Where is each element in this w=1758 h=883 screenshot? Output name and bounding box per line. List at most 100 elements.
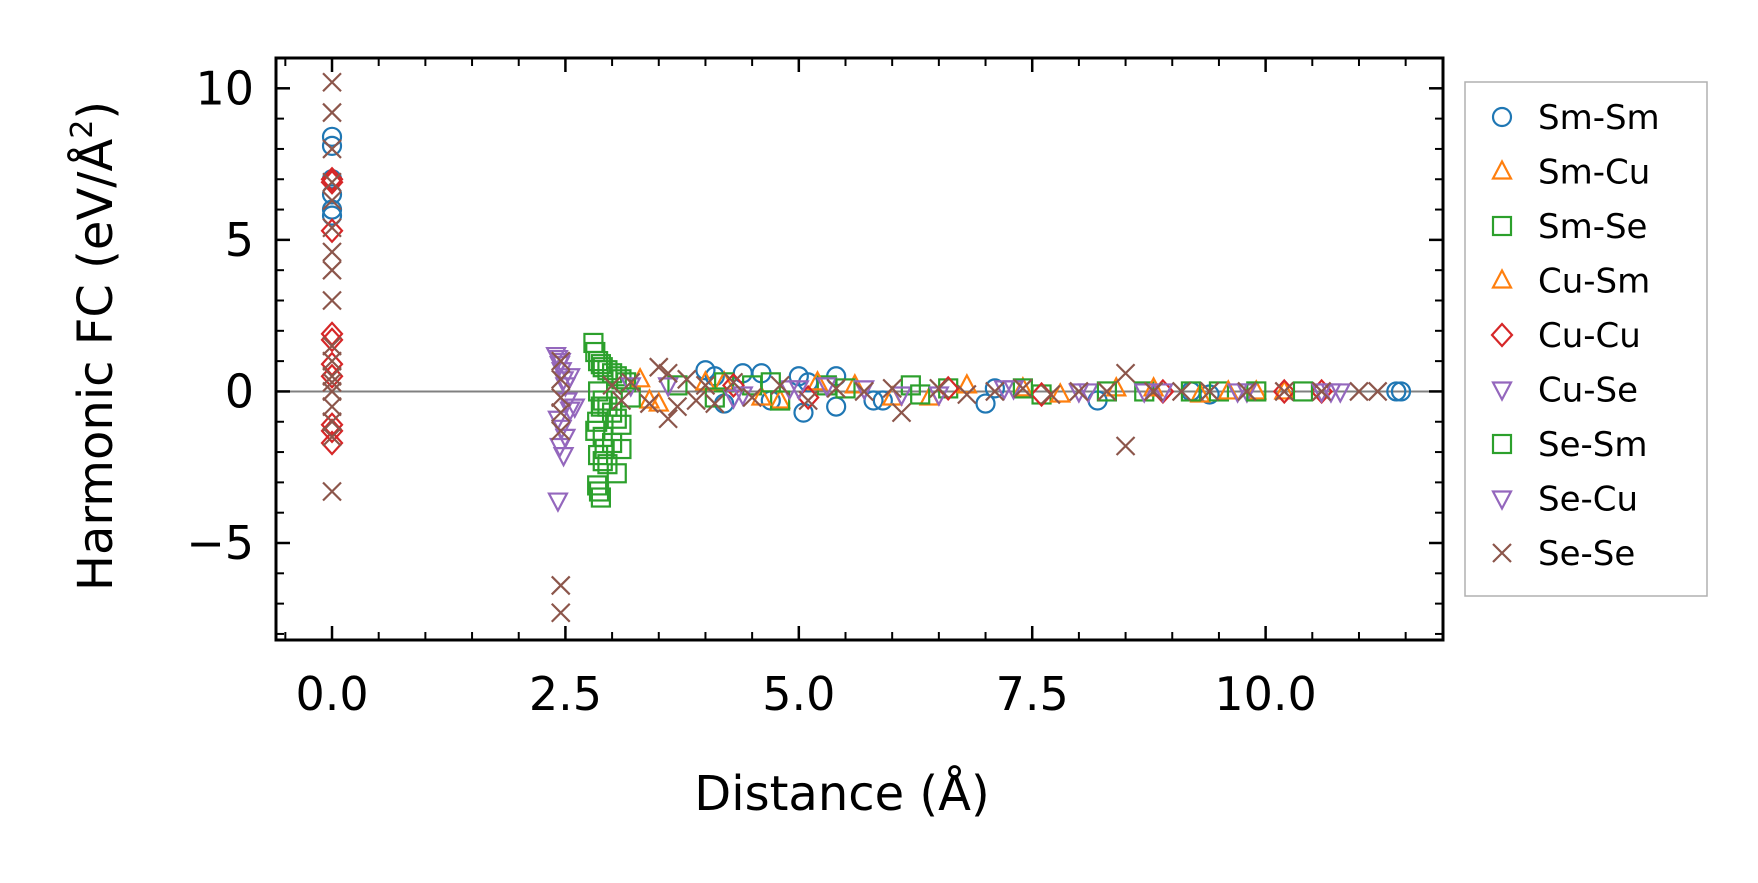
data-point bbox=[322, 381, 342, 402]
legend-label: Cu-Se bbox=[1538, 371, 1638, 411]
data-point bbox=[929, 378, 949, 399]
data-point bbox=[1199, 381, 1220, 402]
legend-marker bbox=[1491, 490, 1513, 511]
data-point bbox=[1133, 383, 1156, 404]
data-point bbox=[320, 169, 344, 195]
data-point bbox=[1115, 363, 1136, 384]
data-point bbox=[1013, 378, 1033, 399]
legend: Sm-Sm Sm-Cu Sm-Se Cu-Sm Cu-Cu Cu-Se Se-Sm Se-Cu… bbox=[1464, 81, 1708, 597]
x-tick-label: 5.0 bbox=[762, 667, 835, 721]
data-point bbox=[592, 451, 613, 472]
data-point bbox=[658, 363, 678, 384]
y-axis-title-main: Harmonic FC (eV/Å bbox=[67, 139, 124, 592]
data-point bbox=[910, 384, 931, 405]
data-point bbox=[787, 380, 810, 401]
legend-marker bbox=[1490, 322, 1514, 348]
data-point bbox=[563, 398, 586, 419]
data-point bbox=[956, 373, 978, 394]
data-point bbox=[1329, 383, 1352, 404]
data-point bbox=[686, 390, 706, 411]
data-point bbox=[721, 372, 745, 399]
data-point bbox=[549, 353, 572, 374]
legend-item: Sm-Cu bbox=[1491, 153, 1650, 193]
axes: 0.0 2.5 5.0 7.5 10.0 10 5 0 −5 bbox=[186, 56, 1445, 721]
legend-item: Se-Se bbox=[1492, 534, 1635, 574]
data-point bbox=[550, 575, 571, 596]
data-point bbox=[882, 378, 902, 399]
data-point bbox=[815, 377, 838, 398]
legend-marker bbox=[1491, 433, 1513, 455]
data-point bbox=[639, 393, 660, 414]
legend-item: Se-Cu bbox=[1491, 480, 1638, 520]
y-tick-label: −5 bbox=[186, 516, 254, 570]
data-point bbox=[322, 290, 342, 311]
y-tick-label: 10 bbox=[195, 61, 254, 115]
data-point bbox=[322, 411, 342, 432]
data-point bbox=[1273, 379, 1296, 400]
data-point bbox=[863, 390, 884, 411]
data-point bbox=[1245, 379, 1268, 400]
data-point bbox=[769, 388, 791, 409]
data-point bbox=[667, 375, 688, 396]
data-point bbox=[658, 408, 678, 429]
series-se-cu bbox=[549, 353, 1352, 419]
data-point bbox=[1367, 381, 1388, 402]
data-point bbox=[322, 260, 342, 280]
legend-item: Cu-Cu bbox=[1490, 316, 1641, 356]
data-point bbox=[590, 487, 611, 508]
data-point bbox=[550, 369, 571, 390]
data-point bbox=[985, 381, 1005, 402]
data-point bbox=[677, 369, 697, 390]
data-point bbox=[1096, 381, 1118, 402]
data-point bbox=[550, 402, 571, 423]
data-point bbox=[891, 402, 912, 423]
data-point bbox=[1272, 378, 1296, 405]
data-point bbox=[550, 421, 571, 441]
data-point bbox=[731, 386, 754, 407]
data-point bbox=[322, 139, 342, 159]
data-point bbox=[620, 372, 641, 393]
data-point bbox=[320, 363, 344, 389]
y-axis-title-close: ) bbox=[68, 101, 124, 120]
legend-item: Sm-Se bbox=[1491, 207, 1647, 247]
plot-marks bbox=[276, 72, 1443, 623]
legend-label: Sm-Cu bbox=[1538, 153, 1650, 193]
data-point bbox=[1274, 381, 1295, 402]
data-point bbox=[984, 378, 1005, 399]
x-tick-label: 2.5 bbox=[529, 667, 602, 721]
data-point bbox=[648, 357, 669, 377]
data-point bbox=[611, 438, 632, 460]
legend-label: Sm-Se bbox=[1538, 207, 1647, 247]
data-point bbox=[322, 481, 342, 502]
data-point bbox=[722, 389, 745, 410]
data-point bbox=[550, 602, 571, 623]
data-point bbox=[705, 393, 725, 414]
data-point bbox=[723, 372, 744, 393]
data-point bbox=[890, 386, 913, 407]
data-point bbox=[620, 387, 641, 408]
legend-marker bbox=[1491, 268, 1513, 289]
data-point bbox=[322, 217, 342, 238]
data-point bbox=[606, 463, 627, 484]
data-point bbox=[322, 242, 342, 262]
series-se-se bbox=[322, 72, 1388, 623]
legend-marker bbox=[1491, 159, 1513, 180]
data-point bbox=[1041, 384, 1061, 405]
legend-label: Cu-Cu bbox=[1538, 316, 1641, 356]
legend-marker bbox=[1491, 215, 1513, 237]
data-point bbox=[975, 393, 996, 414]
data-point bbox=[322, 72, 342, 93]
data-point bbox=[1311, 381, 1332, 402]
data-point bbox=[695, 375, 716, 396]
data-point bbox=[602, 375, 622, 396]
data-point bbox=[321, 135, 343, 157]
data-point bbox=[1390, 381, 1412, 402]
legend-label: Se-Sm bbox=[1538, 425, 1647, 465]
data-point bbox=[1386, 381, 1407, 402]
x-axis-title: Distance (Å) bbox=[694, 765, 989, 822]
data-point bbox=[587, 475, 608, 496]
y-axis-title: Harmonic FC (eV/Å2) bbox=[65, 101, 124, 591]
data-point bbox=[321, 205, 343, 226]
data-point bbox=[1349, 381, 1369, 402]
x-tick-label: 0.0 bbox=[295, 667, 368, 721]
